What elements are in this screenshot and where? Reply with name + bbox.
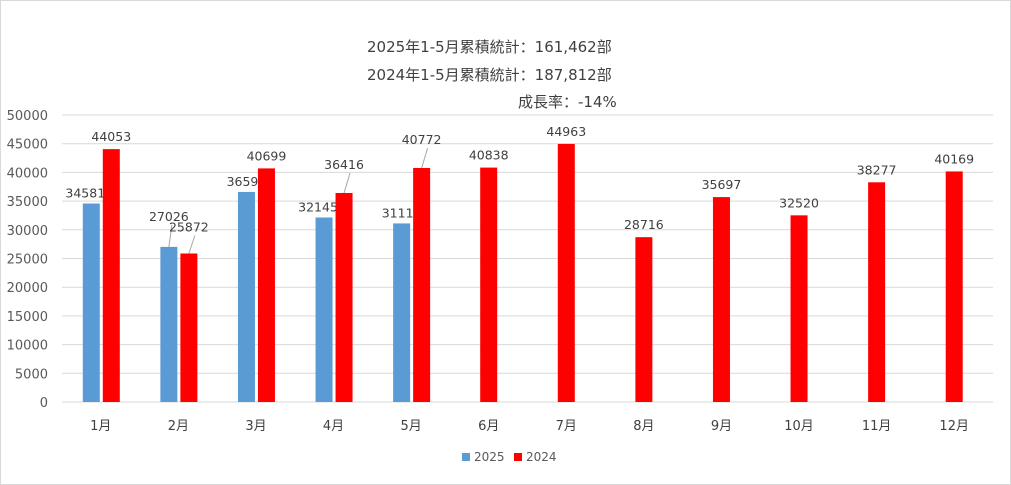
- data-label-2024: 40838: [469, 148, 509, 163]
- y-tick-label: 45000: [7, 138, 48, 153]
- legend-swatch-2025: [462, 453, 470, 461]
- x-category-label: 7月: [556, 419, 577, 434]
- y-tick-label: 50000: [7, 109, 48, 124]
- data-label-leader: [168, 224, 173, 247]
- x-category-label: 1月: [90, 419, 111, 434]
- bar-2024: [868, 182, 886, 402]
- chart-title-line-1: 2025年1-5月累積統計：161,462部: [367, 38, 612, 56]
- bar-2024: [413, 167, 431, 402]
- legend-swatch-2024: [514, 453, 522, 461]
- data-label-2024: 32520: [779, 195, 819, 210]
- data-label-leader: [188, 235, 196, 254]
- data-label-2024: 38277: [857, 162, 897, 177]
- y-tick-label: 10000: [7, 339, 48, 354]
- legend-label-2024: 2024: [526, 450, 557, 464]
- data-label-2024: 25872: [169, 219, 209, 234]
- y-tick-label: 40000: [7, 166, 48, 181]
- bar-2024: [557, 143, 575, 402]
- bar-2025: [160, 246, 178, 402]
- data-label-2025: 36597: [227, 174, 267, 189]
- y-tick-label: 20000: [7, 281, 48, 296]
- x-category-label: 11月: [862, 419, 892, 434]
- bar-2024: [102, 149, 120, 402]
- data-label-2024: 40772: [402, 132, 442, 147]
- data-label-2024: 44963: [546, 124, 586, 139]
- data-label-2024: 36416: [324, 157, 364, 172]
- data-label-2025: 31112: [382, 205, 422, 220]
- x-category-label: 9月: [711, 419, 732, 434]
- x-category-label: 6月: [478, 419, 499, 434]
- bar-2024: [480, 167, 498, 402]
- data-label-2024: 44053: [91, 129, 131, 144]
- bar-2024: [257, 168, 275, 402]
- data-label-2024: 35697: [702, 177, 742, 192]
- x-category-label: 12月: [939, 419, 969, 434]
- data-label-2024: 40699: [247, 148, 287, 163]
- x-category-label: 2月: [168, 419, 189, 434]
- bar-2025: [393, 223, 411, 402]
- y-tick-label: 25000: [7, 253, 48, 268]
- bar-2025: [315, 217, 333, 402]
- y-tick-label: 0: [40, 396, 48, 411]
- bar-2024: [712, 197, 730, 402]
- x-category-label: 5月: [400, 419, 421, 434]
- data-label-2024: 28716: [624, 217, 664, 232]
- x-category-label: 8月: [633, 419, 654, 434]
- y-tick-label: 30000: [7, 224, 48, 239]
- bar-2025: [237, 191, 255, 402]
- data-label-2025: 34581: [65, 186, 105, 201]
- data-label-leader: [421, 147, 429, 169]
- y-tick-label: 5000: [15, 367, 48, 382]
- bar-2024: [335, 192, 353, 402]
- bar-2024: [180, 253, 198, 402]
- x-category-label: 4月: [323, 419, 344, 434]
- bar-2025: [82, 203, 100, 402]
- bar-2024: [790, 215, 808, 402]
- data-label-2025: 27026: [149, 209, 189, 224]
- chart-title-line-3: 成長率：-14%: [518, 93, 617, 111]
- chart-title-line-2: 2024年1-5月累積統計：187,812部: [367, 66, 612, 84]
- x-category-label: 3月: [245, 419, 266, 434]
- data-label-2024: 40169: [934, 151, 974, 166]
- bar-2024: [635, 237, 653, 402]
- data-label-2025: 32145: [298, 199, 338, 214]
- y-tick-label: 35000: [7, 195, 48, 210]
- x-category-label: 10月: [784, 419, 814, 434]
- chart-title-block: 2025年1-5月累積統計：161,462部 2024年1-5月累積統計：187…: [0, 0, 1011, 115]
- bar-2024: [945, 171, 963, 402]
- legend-label-2025: 2025: [474, 450, 505, 464]
- y-tick-label: 15000: [7, 310, 48, 325]
- data-label-leader: [343, 172, 351, 194]
